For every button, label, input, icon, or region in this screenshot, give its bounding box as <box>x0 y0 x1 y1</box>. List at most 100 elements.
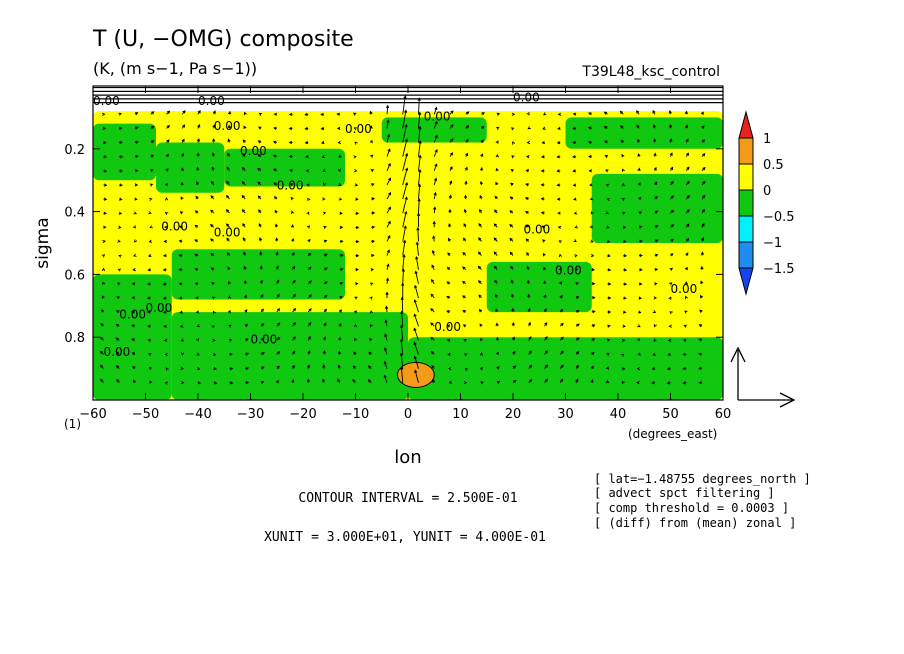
wind-vector-head <box>636 338 641 342</box>
wind-vector-head <box>261 352 265 356</box>
wind-vector-head <box>682 381 686 385</box>
wind-vector-head <box>414 284 418 289</box>
wind-vector-head <box>623 254 628 258</box>
y-axis-bottom-label: (1) <box>64 417 81 431</box>
wind-vector-head <box>196 166 200 171</box>
wind-vector-head <box>131 310 135 314</box>
wind-vector-head <box>371 211 376 215</box>
contour-label: 0.00 <box>277 179 304 193</box>
wind-vector <box>385 320 388 327</box>
wind-vector-head <box>587 126 592 130</box>
wind-vector <box>400 367 404 383</box>
wind-vector-head <box>513 379 517 384</box>
wind-vector-head <box>272 154 277 158</box>
wind-vector-head <box>701 139 706 143</box>
wind-vector-head <box>291 379 295 383</box>
wind-vector-head <box>494 195 498 199</box>
wind-vector-head <box>623 282 628 286</box>
wind-vector-head <box>165 153 170 158</box>
wind-vector-head <box>340 267 344 272</box>
wind-vector-head <box>180 181 184 186</box>
wind-vector-head <box>541 140 546 145</box>
wind-vector-head <box>587 140 592 144</box>
wind-vector-head <box>481 112 485 116</box>
wind-vector-head <box>619 110 624 115</box>
wind-vector-head <box>165 168 169 172</box>
wind-vector-head <box>324 267 328 271</box>
wind-vector-head <box>355 239 360 244</box>
wind-vector-head <box>181 381 185 385</box>
wind-vector-head <box>606 338 611 342</box>
wind-vector-head <box>147 324 151 328</box>
wind-vector-head <box>257 195 261 199</box>
contour-label: 0.00 <box>345 122 372 136</box>
wind-vector-head <box>622 324 626 328</box>
wind-vector-head <box>572 126 576 130</box>
wind-vector-head <box>116 282 121 286</box>
wind-vector-head <box>636 366 641 371</box>
wind-vector-head <box>336 126 341 131</box>
wind-vector-head <box>151 111 155 115</box>
wind-vector-head <box>353 351 357 355</box>
wind-vector-head <box>119 169 124 173</box>
wind-vector-head <box>180 196 184 200</box>
wind-vector-head <box>683 324 687 328</box>
wind-vector-head <box>290 210 295 214</box>
wind-vector-head <box>430 322 434 326</box>
wind-vector-head <box>463 339 467 342</box>
wind-vector-head <box>573 197 577 201</box>
wind-vector-head <box>496 126 500 130</box>
wind-vector-head <box>404 123 408 128</box>
colorbar-bottom-triangle <box>738 267 754 296</box>
wind-vector-head <box>99 350 104 354</box>
wind-vector-head <box>651 381 655 385</box>
wind-vector-head <box>636 124 640 128</box>
wind-vector-head <box>149 380 153 384</box>
wind-vector-head <box>464 353 468 357</box>
wind-vector-head <box>685 124 689 129</box>
wind-vector-head <box>544 336 548 340</box>
y-axis-label: sigma <box>33 217 53 268</box>
wind-vector-head <box>210 267 215 271</box>
wind-vector-head <box>496 380 501 384</box>
wind-vector-head <box>462 295 466 299</box>
wind-vector-head <box>702 180 706 185</box>
wind-vector-head <box>684 110 688 115</box>
wind-vector-head <box>525 169 529 173</box>
x-tick-label: 20 <box>505 407 522 422</box>
wind-vector-head <box>162 282 167 286</box>
wind-vector-head <box>607 296 612 300</box>
wind-vector-head <box>101 254 106 258</box>
contour-label: 0.00 <box>104 345 131 359</box>
wind-vector-head <box>103 140 107 145</box>
x-tick-label: 60 <box>715 407 732 422</box>
wind-vector-head <box>402 239 407 244</box>
wind-vector-head <box>652 124 656 128</box>
wind-vector-head <box>418 111 422 116</box>
wind-vector-head <box>418 140 422 144</box>
wind-vector-head <box>292 336 296 340</box>
wind-vector-head <box>575 364 579 369</box>
wind-vector-head <box>651 367 656 371</box>
wind-vector-head <box>478 223 482 227</box>
wind-vector-head <box>277 322 281 326</box>
wind-vector-head <box>196 138 200 142</box>
wind-vector-head <box>276 365 280 369</box>
wind-vector-head <box>243 251 247 255</box>
wind-vector-head <box>383 374 387 379</box>
wind-vector-head <box>590 239 594 243</box>
wind-vector-head <box>178 239 183 243</box>
wind-vector-head <box>225 209 230 213</box>
contour-label: 0.00 <box>161 219 188 233</box>
wind-vector-head <box>371 253 375 258</box>
wind-vector-head <box>448 237 451 242</box>
wind-vector <box>386 105 389 115</box>
wind-vector-head <box>413 313 417 317</box>
wind-vector-head <box>274 223 279 228</box>
wind-vector-head <box>386 249 390 253</box>
wind-vector-head <box>495 167 499 172</box>
wind-vector-head <box>495 308 499 312</box>
wind-vector-head <box>272 140 277 144</box>
wind-vector-head <box>399 352 404 356</box>
